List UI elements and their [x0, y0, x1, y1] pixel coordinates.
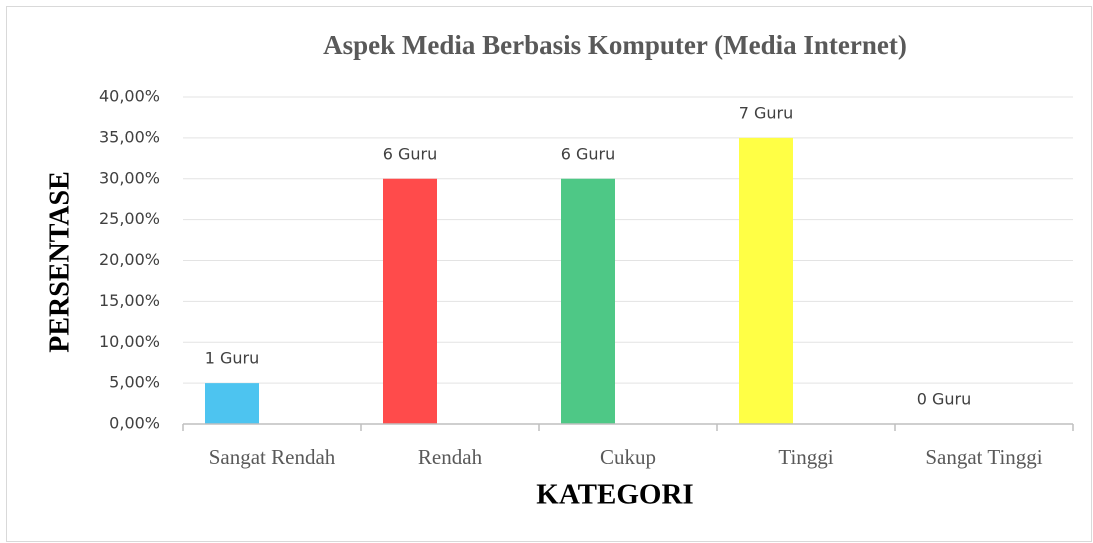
y-tick-label: 15,00%	[99, 291, 160, 310]
y-axis-title: PERSENTASE	[44, 171, 75, 353]
y-tick-label: 10,00%	[99, 332, 160, 351]
y-tick-label: 20,00%	[99, 250, 160, 269]
y-tick-label: 25,00%	[99, 209, 160, 228]
bar	[383, 178, 437, 424]
bar-annotation: 0 Guru	[917, 390, 972, 409]
x-axis-title: KATEGORI	[536, 479, 693, 511]
bar-annotation: 7 Guru	[739, 103, 794, 122]
x-tick-label: Tinggi	[778, 445, 833, 469]
y-tick-label: 5,00%	[109, 373, 160, 392]
chart-title: Aspek Media Berbasis Komputer (Media Int…	[323, 30, 907, 60]
y-tick-label: 0,00%	[109, 414, 160, 433]
bar	[561, 178, 615, 424]
bar-annotation: 1 Guru	[205, 349, 260, 368]
x-tick-label: Cukup	[600, 445, 656, 469]
y-tick-label: 30,00%	[99, 168, 160, 187]
x-tick-label: Sangat Tinggi	[925, 445, 1042, 469]
y-tick-label: 40,00%	[99, 87, 160, 106]
bar-annotation: 6 Guru	[561, 144, 616, 163]
chart-border	[6, 6, 1092, 542]
bar-annotation: 6 Guru	[383, 144, 438, 163]
bar	[739, 137, 793, 424]
bar	[205, 383, 259, 424]
x-tick-label: Sangat Rendah	[209, 445, 336, 469]
y-tick-label: 35,00%	[99, 127, 160, 146]
x-tick-label: Rendah	[418, 445, 483, 469]
